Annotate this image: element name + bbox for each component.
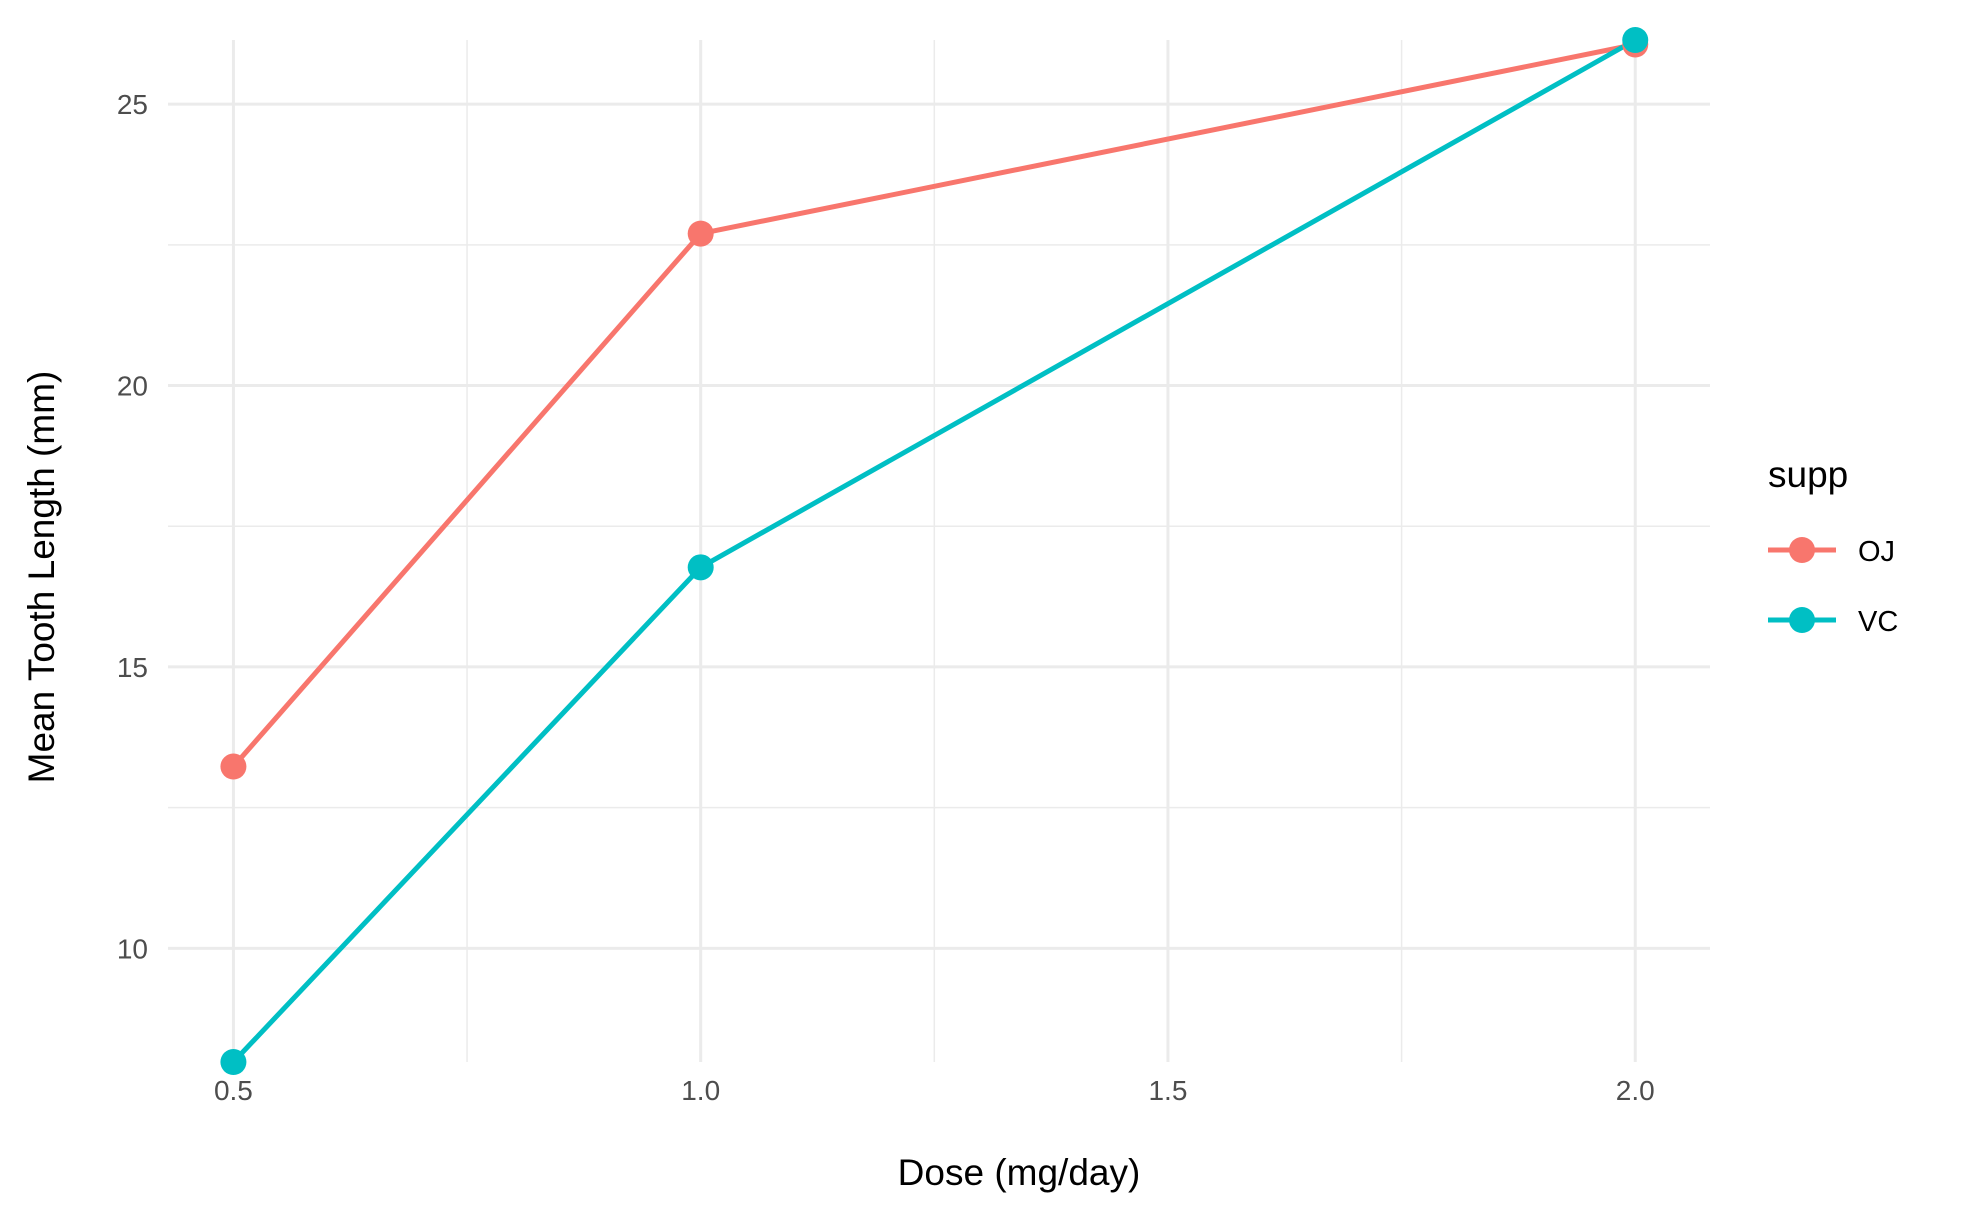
data-point-oj (220, 753, 247, 780)
legend-entry-oj: OJ (1768, 536, 1895, 568)
data-point-vc (220, 1049, 247, 1075)
legend-entries: OJ VC (1768, 536, 1898, 638)
y-tick-label: 10 (117, 933, 148, 964)
y-axis-title: Mean Tooth Length (mm) (21, 371, 62, 784)
legend-entry-vc: VC (1768, 606, 1898, 638)
data-point-vc (1622, 27, 1649, 53)
legend-key-point (1789, 537, 1815, 563)
legend: supp OJ VC (1768, 454, 1898, 638)
legend-label: VC (1858, 606, 1898, 638)
y-tick-label: 15 (117, 652, 148, 683)
x-axis-ticks: 0.5 1.0 1.5 2.0 (214, 1075, 1655, 1106)
y-tick-label: 25 (117, 89, 148, 120)
major-gridlines (168, 40, 1710, 1062)
y-tick-label: 20 (117, 371, 148, 402)
series-points (220, 27, 1649, 1075)
y-axis-ticks: 10 15 20 25 (117, 89, 148, 964)
legend-key-point (1789, 607, 1815, 633)
x-axis-title: Dose (mg/day) (898, 1152, 1141, 1193)
x-tick-label: 0.5 (214, 1075, 253, 1106)
data-point-oj (687, 220, 714, 247)
legend-title: supp (1768, 454, 1848, 495)
x-tick-label: 1.0 (681, 1075, 720, 1106)
legend-label: OJ (1858, 536, 1895, 568)
minor-gridlines (168, 40, 1710, 1062)
x-tick-label: 2.0 (1616, 1075, 1655, 1106)
data-point-vc (687, 554, 714, 581)
x-tick-label: 1.5 (1148, 1075, 1187, 1106)
